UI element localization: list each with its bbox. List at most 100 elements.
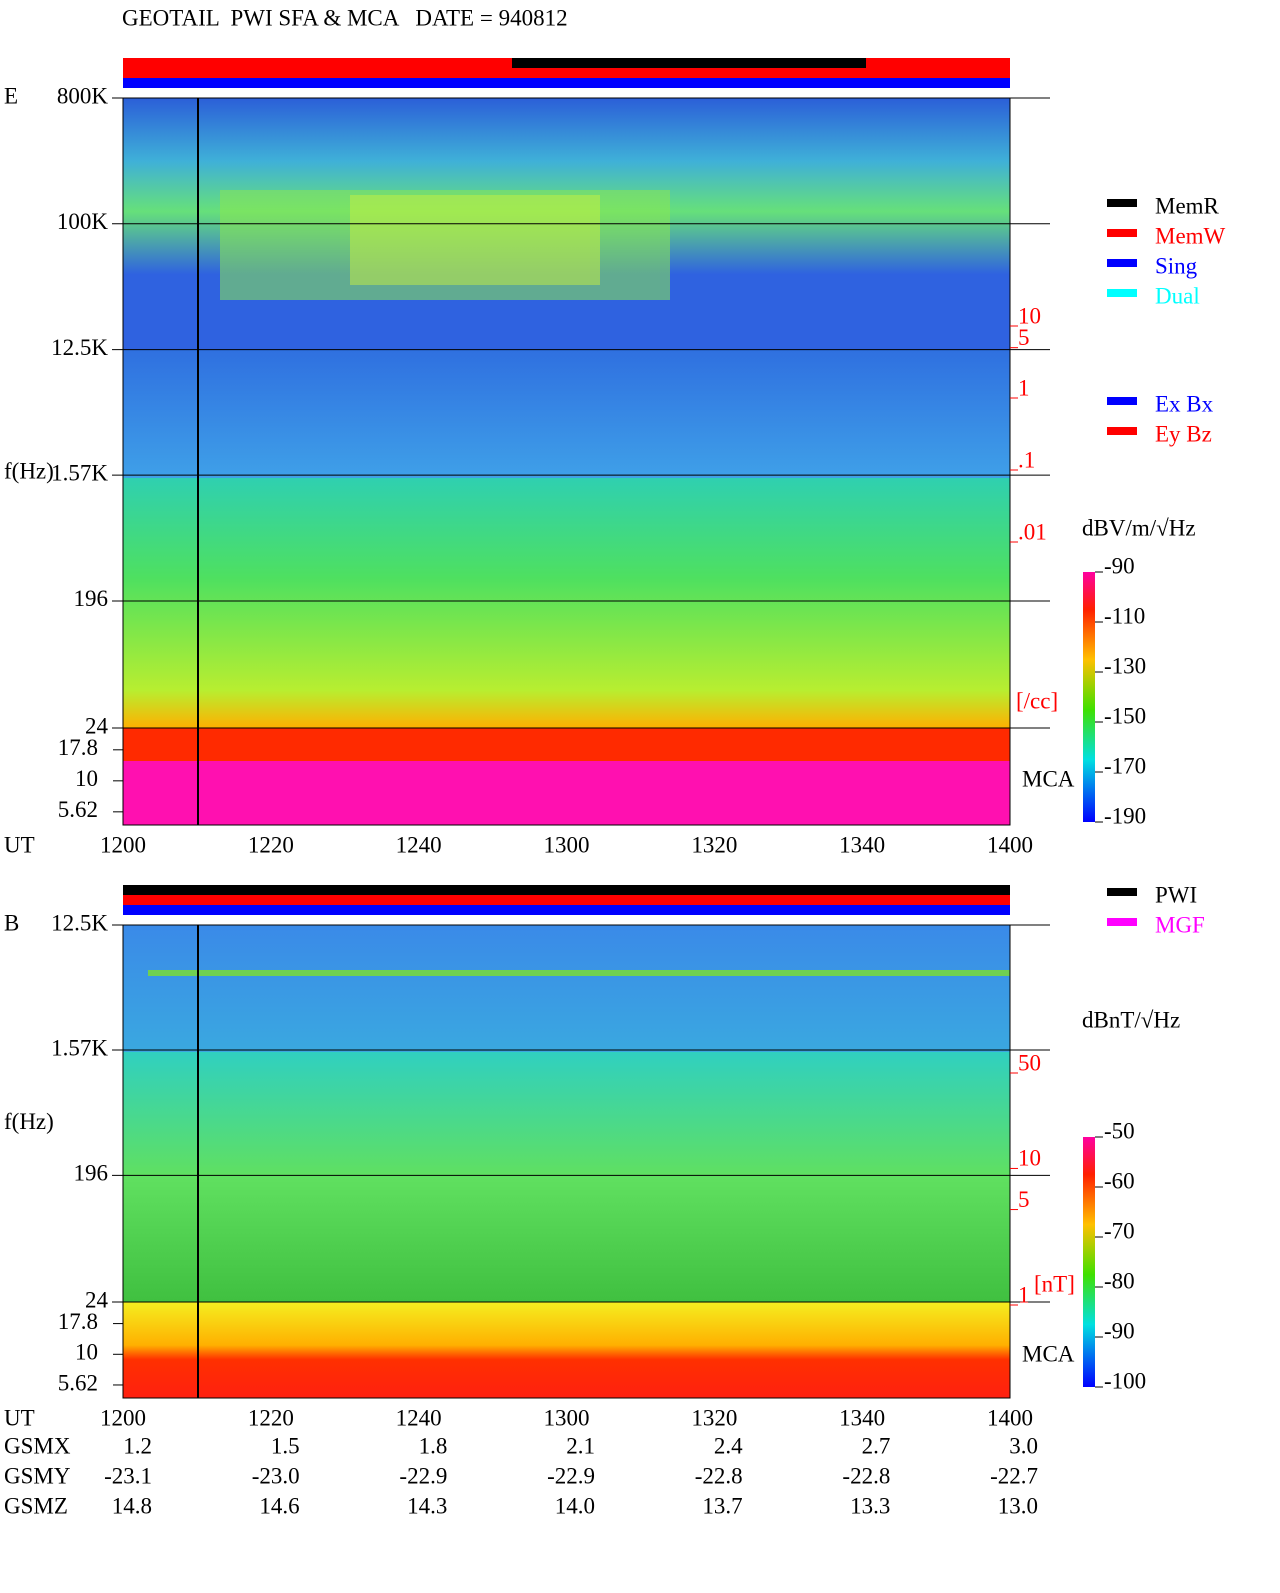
y-tick-label: 12.5K (51, 910, 108, 935)
density-unit: [/cc] (1016, 688, 1058, 713)
mca-label: MCA (1022, 1341, 1075, 1366)
x-tick-label: 1400 (987, 832, 1033, 857)
colorbar-tick-label: -90 (1104, 553, 1135, 578)
legend-label: MGF (1155, 912, 1205, 937)
mca-label: MCA (1022, 766, 1075, 791)
x-tick-label: 1240 (396, 832, 442, 857)
x-tick-label: 1300 (544, 832, 590, 857)
y-tick-label: 1.57K (51, 460, 108, 485)
orbit-value: -22.7 (990, 1463, 1038, 1488)
legend-swatch (1107, 289, 1137, 297)
orbit-value: 13.0 (998, 1493, 1038, 1518)
y-tick-label: 24 (85, 713, 109, 738)
colorbar-tick-label: -50 (1104, 1118, 1135, 1143)
density-tick-label: 1 (1018, 375, 1030, 400)
legend-swatch (1107, 259, 1137, 267)
density-tick-label: 5 (1018, 1187, 1030, 1212)
legend-swatch (1107, 229, 1137, 237)
density-tick-label: .1 (1018, 447, 1035, 472)
colorbar-tick-label: -100 (1104, 1368, 1146, 1393)
legend-label: Dual (1155, 283, 1200, 308)
density-tick-label: 10 (1018, 1146, 1041, 1171)
title: GEOTAIL PWI SFA & MCA DATE = 940812 (122, 5, 568, 30)
colorbar-tick-label: -90 (1104, 1318, 1135, 1343)
panel-label: E (4, 83, 18, 108)
orbit-value: 1.8 (419, 1433, 448, 1458)
legend-label: Sing (1155, 253, 1198, 278)
orbit-value: 14.0 (555, 1493, 595, 1518)
legend-swatch (1107, 199, 1137, 207)
y-tick-label: 100K (57, 209, 109, 234)
density-tick-label: 5 (1018, 325, 1030, 350)
panel-label: B (4, 910, 19, 935)
legend-label: MemW (1155, 223, 1226, 248)
mca-tick-label: 10 (75, 1340, 98, 1365)
x-tick-label: 1400 (987, 1405, 1033, 1430)
orbit-value: 13.7 (702, 1493, 742, 1518)
orbit-label: GSMZ (4, 1493, 68, 1518)
colorbar-tick-label: -190 (1104, 803, 1146, 828)
orbit-value: 14.6 (259, 1493, 299, 1518)
orbit-value: -22.8 (695, 1463, 743, 1488)
orbit-value: -23.0 (252, 1463, 300, 1488)
density-tick-label: .01 (1018, 519, 1047, 544)
y-tick-label: 196 (74, 1161, 109, 1186)
density-tick-label: 50 (1018, 1050, 1041, 1075)
colorbar-tick-label: -80 (1104, 1268, 1135, 1293)
legend-swatch (1107, 397, 1137, 405)
mca-tick-label: 5.62 (58, 797, 98, 822)
orbit-value: 3.0 (1009, 1433, 1038, 1458)
mca-tick-label: 17.8 (58, 735, 98, 760)
x-tick-label: 1300 (544, 1405, 590, 1430)
density-unit: [nT] (1034, 1271, 1075, 1296)
legend-label: PWI (1155, 882, 1197, 907)
legend-swatch (1107, 888, 1137, 896)
orbit-value: 1.5 (271, 1433, 300, 1458)
orbit-value: -22.9 (399, 1463, 447, 1488)
y-tick-label: 196 (74, 586, 109, 611)
colorbar-tick-label: -150 (1104, 703, 1146, 728)
x-tick-label: 1200 (100, 832, 146, 857)
mca-tick-label: 10 (75, 766, 98, 791)
colorbar-unit: dBnT/√Hz (1082, 1007, 1180, 1032)
legend-swatch (1107, 918, 1137, 926)
x-tick-label: 1340 (839, 832, 885, 857)
x-tick-label: 1240 (396, 1405, 442, 1430)
y-tick-label: 24 (85, 1287, 109, 1312)
x-tick-label: 1340 (839, 1405, 885, 1430)
colorbar-tick-label: -130 (1104, 653, 1146, 678)
mca-tick-label: 17.8 (58, 1309, 98, 1334)
colorbar-tick-label: -110 (1104, 603, 1145, 628)
orbit-value: -23.1 (104, 1463, 152, 1488)
x-tick-label: 1200 (100, 1405, 146, 1430)
y-axis-label: f(Hz) (4, 1109, 54, 1134)
density-tick-label: 10 (1018, 303, 1041, 328)
colorbar-tick-label: -170 (1104, 753, 1146, 778)
mca-tick-label: 5.62 (58, 1370, 98, 1395)
spectrogram-e (123, 98, 1010, 825)
colorbar-tick-label: -70 (1104, 1218, 1135, 1243)
x-axis-label: UT (4, 1405, 35, 1430)
legend-label: Ey Bz (1155, 421, 1212, 446)
colorbar-tick-label: -60 (1104, 1168, 1135, 1193)
orbit-value: -22.9 (547, 1463, 595, 1488)
orbit-value: -22.8 (842, 1463, 890, 1488)
orbit-value: 14.3 (407, 1493, 447, 1518)
orbit-value: 1.2 (123, 1433, 152, 1458)
orbit-value: 2.4 (714, 1433, 743, 1458)
x-tick-label: 1220 (248, 1405, 294, 1430)
x-axis-label: UT (4, 832, 35, 857)
legend-label: MemR (1155, 193, 1220, 218)
y-tick-label: 1.57K (51, 1035, 108, 1060)
legend-label: Ex Bx (1155, 391, 1214, 416)
orbit-value: 13.3 (850, 1493, 890, 1518)
x-tick-label: 1320 (691, 832, 737, 857)
x-tick-label: 1320 (691, 1405, 737, 1430)
orbit-value: 14.8 (112, 1493, 152, 1518)
orbit-value: 2.1 (566, 1433, 595, 1458)
status-bars (123, 58, 1010, 915)
density-tick-label: 1 (1018, 1282, 1030, 1307)
y-axis-label: f(Hz) (4, 458, 54, 483)
colorbar-unit: dBV/m/√Hz (1082, 515, 1196, 540)
